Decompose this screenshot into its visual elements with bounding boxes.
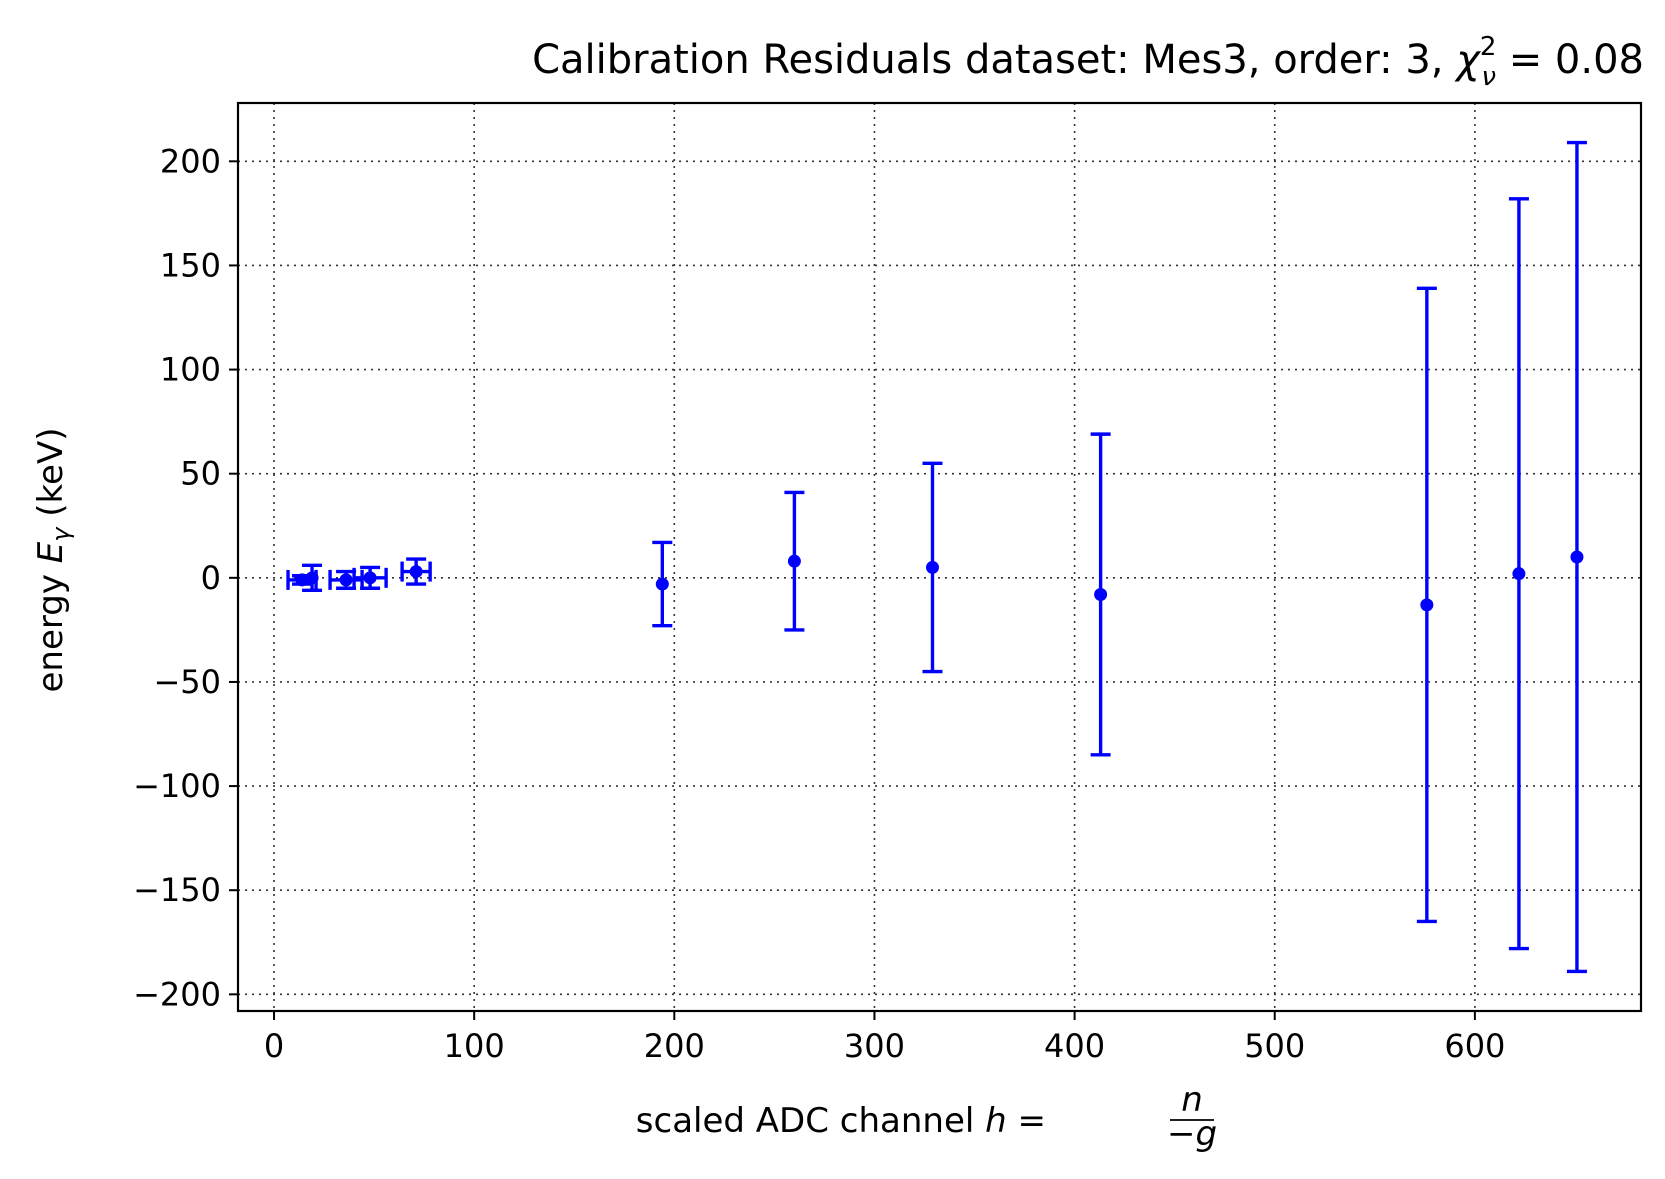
chart-title-chi: χ — [1454, 37, 1481, 83]
data-point — [328, 569, 364, 590]
x-tick-label: 0 — [264, 1027, 284, 1065]
y-tick-label: −50 — [153, 663, 221, 701]
y-axis-label: energy Eγ (keV) — [31, 428, 75, 693]
chart-title-chi-sup: 2 — [1480, 32, 1497, 62]
data-marker — [1420, 598, 1434, 612]
x-axis-label-frac-num: n — [1181, 1080, 1203, 1120]
data-marker — [305, 571, 319, 585]
chart-title-equals: = 0.08 — [1496, 37, 1644, 83]
x-tick-label: 300 — [844, 1027, 905, 1065]
x-tick-label: 500 — [1244, 1027, 1305, 1065]
data-marker — [925, 560, 939, 574]
axis-ticks — [229, 160, 1476, 1020]
svg-text:scaled ADC channel h =: scaled ADC channel h = — [636, 1101, 1046, 1141]
y-tick-label: 150 — [160, 246, 221, 284]
x-axis-label-frac-den: −g — [1167, 1114, 1217, 1154]
data-point — [1416, 286, 1437, 924]
y-axis-label-prefix: energy — [31, 563, 71, 692]
data-point — [1508, 197, 1529, 951]
chart-title-prefix: Calibration Residuals dataset: Mes3, ord… — [532, 37, 1456, 83]
data-point — [784, 490, 805, 632]
x-axis-label-prefix: scaled ADC channel — [636, 1101, 985, 1141]
data-marker — [1570, 550, 1584, 564]
x-tick-label: 100 — [444, 1027, 505, 1065]
data-point — [652, 540, 673, 628]
y-tick-label: 0 — [201, 559, 221, 597]
y-tick-label: −150 — [133, 871, 221, 909]
data-marker — [655, 577, 669, 591]
y-axis-label-suffix: (keV) — [31, 428, 71, 528]
x-tick-labels: 0 100 200 300 400 500 600 — [264, 1027, 1506, 1065]
x-tick-label: 600 — [1444, 1027, 1505, 1065]
x-axis-label: scaled ADC channel h = n −g — [636, 1080, 1217, 1154]
data-point — [352, 565, 388, 590]
data-marker — [363, 571, 377, 585]
data-marker — [295, 573, 309, 587]
y-tick-label: 200 — [160, 142, 221, 180]
plot-frame — [236, 101, 1643, 1013]
x-axis-label-equals: = — [1007, 1101, 1046, 1141]
y-tick-label: −100 — [133, 767, 221, 805]
grid-lines — [238, 103, 1641, 1011]
y-axis-label-var: E — [31, 541, 71, 563]
data-marker — [1512, 567, 1526, 581]
residual-series — [286, 140, 1587, 974]
data-point — [302, 563, 323, 593]
data-marker — [339, 573, 353, 587]
data-point — [400, 557, 432, 586]
y-tick-label: −200 — [133, 975, 221, 1013]
x-axis-label-var: h — [985, 1101, 1007, 1141]
chart-title: Calibration Residuals dataset: Mes3, ord… — [532, 32, 1644, 92]
y-axis-label-sub: γ — [47, 526, 75, 542]
y-tick-label: 50 — [180, 455, 221, 493]
x-tick-label: 200 — [644, 1027, 705, 1065]
data-point — [1566, 140, 1587, 974]
y-tick-label: 100 — [160, 351, 221, 389]
data-marker — [787, 554, 801, 568]
data-point — [922, 461, 943, 674]
data-point — [1090, 432, 1111, 757]
data-marker — [409, 565, 423, 579]
chart-title-chi-sub: ν — [1481, 62, 1496, 92]
data-marker — [1094, 587, 1108, 601]
y-tick-labels: 200 150 100 50 0 −50 −100 −150 −200 — [133, 142, 221, 1013]
x-tick-label: 400 — [1044, 1027, 1105, 1065]
